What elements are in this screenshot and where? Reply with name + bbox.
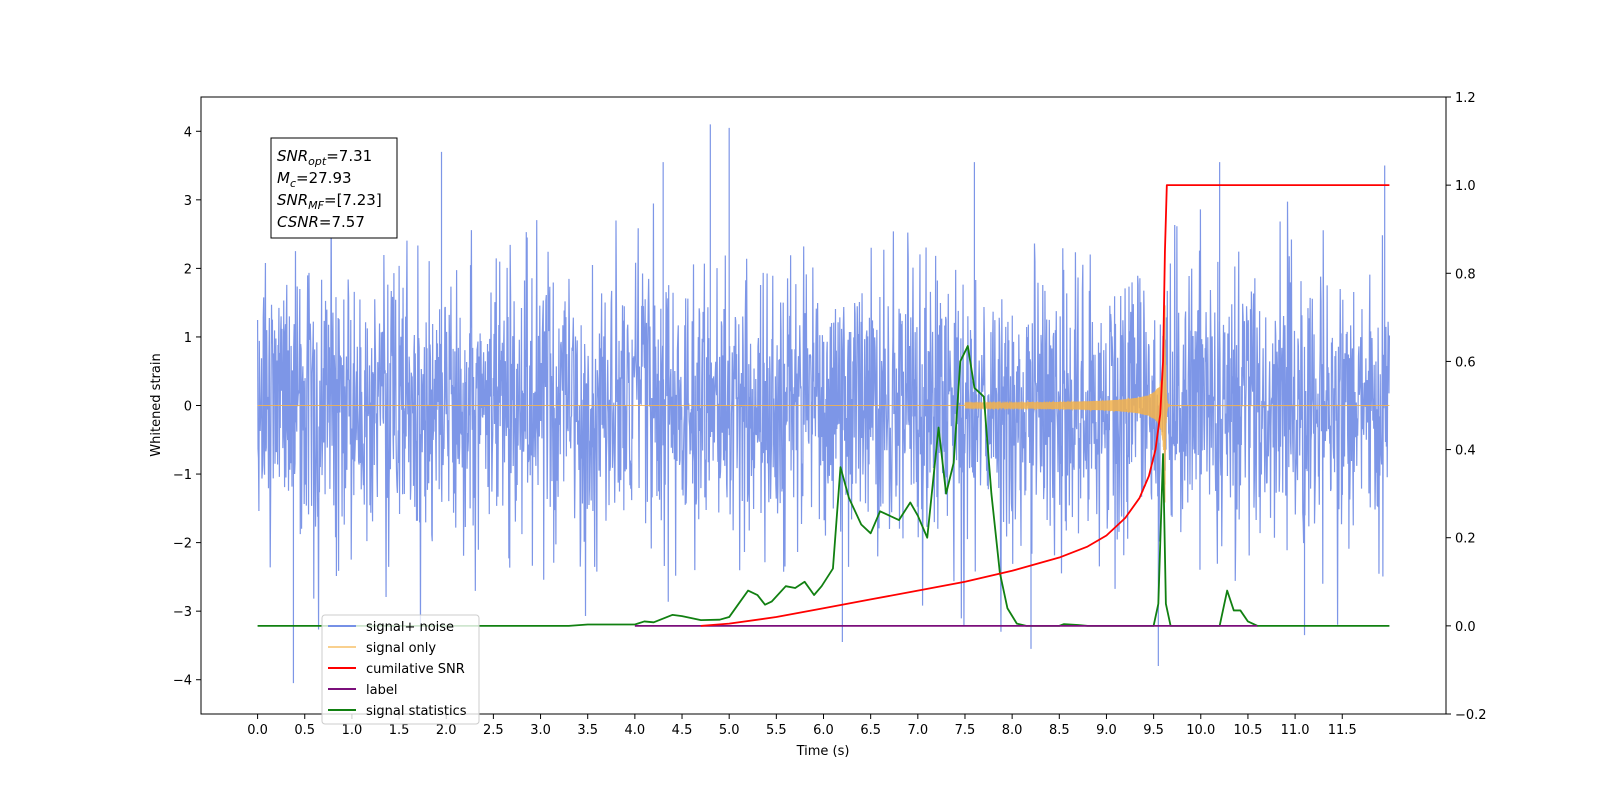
x-tick-label: 10.0 [1186, 723, 1215, 738]
series-layer [256, 124, 1391, 684]
x-tick-label: 0.0 [247, 723, 268, 738]
x-tick-label: 10.5 [1233, 723, 1262, 738]
legend-entry: signal statistics [366, 704, 467, 719]
x-tick-label: 8.5 [1049, 723, 1070, 738]
y-axis-label: Whitened strain [149, 353, 164, 456]
x-tick-label: 3.0 [530, 723, 551, 738]
y-tick-label: 1 [184, 331, 192, 346]
y-tick-label: 4 [184, 125, 192, 140]
x-tick-label: 4.5 [672, 723, 693, 738]
y-tick-label: −4 [173, 674, 192, 689]
x-tick-label: 1.0 [342, 723, 363, 738]
legend: signal+ noise signal only cumilative SNR la… [321, 614, 480, 725]
annotation-frame [270, 137, 398, 239]
y-tick-label: 3 [184, 194, 192, 209]
legend-frame [321, 614, 480, 725]
axes-layer: 0.0 0.5 1.0 1.5 2.0 2.5 3.0 3.5 4.0 4.5 5.0 5.5 6.0 6… [173, 91, 1487, 738]
x-axis-label: Time (s) [796, 744, 850, 759]
x-tick-label: 5.0 [719, 723, 740, 738]
legend-entry: signal+ noise [366, 620, 454, 635]
y2-tick-label: 1.2 [1455, 91, 1476, 106]
x-tick-label: 1.5 [389, 723, 410, 738]
x-tick-label: 11.5 [1328, 723, 1357, 738]
y-tick-label: 2 [184, 262, 192, 277]
legend-entry: cumilative SNR [366, 662, 465, 677]
y-tick-label: −2 [173, 537, 192, 552]
y-tick-label: −3 [173, 605, 192, 620]
y2-tick-label: 0.4 [1455, 444, 1476, 459]
y-tick-label: −1 [173, 468, 192, 483]
annotation-line: CSNR=7.57 [277, 213, 365, 231]
x-tick-label: 11.0 [1281, 723, 1310, 738]
x-tick-label: 3.5 [577, 723, 598, 738]
y2-tick-label: 0.8 [1455, 267, 1476, 282]
x-tick-label: 2.5 [483, 723, 504, 738]
y2-tick-label: −0.2 [1455, 708, 1487, 723]
series-cumulative-snr [700, 184, 1390, 627]
legend-entry: signal only [366, 641, 436, 656]
series-signal-only [257, 305, 1390, 503]
x-tick-label: 7.5 [955, 723, 976, 738]
x-tick-label: 8.0 [1002, 723, 1023, 738]
y-tick-label: 0 [184, 400, 192, 415]
series-signal-statistics [257, 345, 1390, 627]
annotation-line: SNRopt=7.31 [277, 147, 372, 168]
y2-tick-label: 0.6 [1455, 355, 1476, 370]
series-signal-noise [256, 124, 1391, 684]
x-tick-label: 5.5 [766, 723, 787, 738]
legend-entry: label [366, 683, 397, 698]
annotation-line: Mc=27.93 [277, 169, 352, 190]
y2-tick-label: 0.0 [1455, 620, 1476, 635]
x-tick-label: 6.0 [813, 723, 834, 738]
x-tick-label: 9.5 [1143, 723, 1164, 738]
x-tick-label: 2.0 [436, 723, 457, 738]
x-tick-label: 6.5 [860, 723, 881, 738]
x-tick-label: 0.5 [294, 723, 315, 738]
x-tick-label: 9.0 [1096, 723, 1117, 738]
y2-tick-label: 0.2 [1455, 532, 1476, 547]
y2-tick-label: 1.0 [1455, 179, 1476, 194]
x-tick-label: 7.0 [907, 723, 928, 738]
annotation-line: SNRMF=[7.23] [277, 191, 382, 212]
x-tick-label: 4.0 [625, 723, 646, 738]
